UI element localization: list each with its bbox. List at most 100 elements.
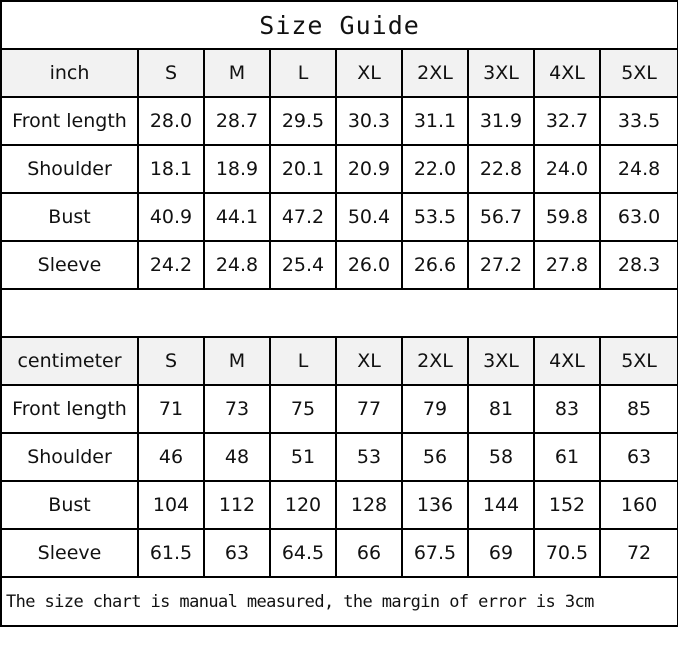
measurement-value: 61: [533, 432, 601, 482]
table-row: Front length 28.0 28.7 29.5 30.3 31.1 31.9 32.7…: [0, 96, 678, 146]
measurement-value: 71: [137, 384, 205, 434]
measurement-value: 81: [467, 384, 535, 434]
measurement-value: 69: [467, 528, 535, 578]
table-row: Bust 104 112 120 128 136 144 152 160: [0, 480, 678, 530]
measurement-label: Shoulder: [0, 144, 139, 194]
measurement-value: 26.6: [401, 240, 469, 290]
measurement-label: Bust: [0, 192, 139, 242]
measurement-value: 64.5: [269, 528, 337, 578]
size-header: M: [203, 336, 271, 386]
measurement-value: 112: [203, 480, 271, 530]
spacer-row: [0, 288, 678, 338]
measurement-value: 85: [598, 384, 678, 434]
measurement-value: 25.4: [269, 240, 337, 290]
measurement-value: 28.3: [598, 240, 678, 290]
measurement-value: 31.9: [467, 96, 535, 146]
measurement-value: 63: [203, 528, 271, 578]
measurement-value: 27.2: [467, 240, 535, 290]
measurement-label: Sleeve: [0, 528, 139, 578]
measurement-value: 22.8: [467, 144, 535, 194]
measurement-value: 22.0: [401, 144, 469, 194]
table-row: Shoulder 18.1 18.9 20.1 20.9 22.0 22.8 24.0 24.8: [0, 144, 678, 194]
measurement-value: 73: [203, 384, 271, 434]
measurement-value: 20.1: [269, 144, 337, 194]
table-row: Sleeve 61.5 63 64.5 66 67.5 69 70.5 72: [0, 528, 678, 578]
size-header: L: [269, 48, 337, 98]
size-guide-table: Size Guide inch S M L XL 2XL 3XL 4XL 5XL Front le…: [0, 0, 678, 627]
size-header: 5XL: [598, 336, 678, 386]
table-row: Sleeve 24.2 24.8 25.4 26.0 26.6 27.2 27.8 28.3: [0, 240, 678, 290]
size-header: 2XL: [401, 336, 469, 386]
size-header: 3XL: [467, 48, 535, 98]
size-header: L: [269, 336, 337, 386]
size-header: S: [137, 48, 205, 98]
measurement-label: Sleeve: [0, 240, 139, 290]
measurement-label: Front length: [0, 384, 139, 434]
measurement-value: 24.2: [137, 240, 205, 290]
measurement-value: 83: [533, 384, 601, 434]
measurement-value: 28.7: [203, 96, 271, 146]
size-header: 4XL: [533, 48, 601, 98]
measurement-value: 53.5: [401, 192, 469, 242]
measurement-value: 27.8: [533, 240, 601, 290]
measurement-value: 32.7: [533, 96, 601, 146]
measurement-value: 44.1: [203, 192, 271, 242]
measurement-value: 24.8: [598, 144, 678, 194]
measurement-value: 144: [467, 480, 535, 530]
measurement-value: 72: [598, 528, 678, 578]
size-header: 3XL: [467, 336, 535, 386]
measurement-value: 58: [467, 432, 535, 482]
measurement-label: Front length: [0, 96, 139, 146]
measurement-value: 128: [335, 480, 403, 530]
measurement-value: 104: [137, 480, 205, 530]
measurement-value: 56.7: [467, 192, 535, 242]
measurement-value: 136: [401, 480, 469, 530]
measurement-value: 28.0: [137, 96, 205, 146]
size-header: M: [203, 48, 271, 98]
size-header: 5XL: [598, 48, 678, 98]
measurement-value: 77: [335, 384, 403, 434]
measurement-value: 50.4: [335, 192, 403, 242]
measurement-value: 120: [269, 480, 337, 530]
footer-note: The size chart is manual measured, the m…: [0, 576, 678, 627]
measurement-value: 160: [598, 480, 678, 530]
measurement-label: Bust: [0, 480, 139, 530]
size-header: XL: [335, 48, 403, 98]
measurement-value: 70.5: [533, 528, 601, 578]
centimeter-header-row: centimeter S M L XL 2XL 3XL 4XL 5XL: [0, 336, 678, 386]
inch-header-row: inch S M L XL 2XL 3XL 4XL 5XL: [0, 48, 678, 98]
measurement-value: 79: [401, 384, 469, 434]
measurement-value: 61.5: [137, 528, 205, 578]
table-row: Front length 71 73 75 77 79 81 83 85: [0, 384, 678, 434]
size-header: S: [137, 336, 205, 386]
measurement-value: 29.5: [269, 96, 337, 146]
measurement-value: 47.2: [269, 192, 337, 242]
unit-label: centimeter: [0, 336, 139, 386]
measurement-value: 53: [335, 432, 403, 482]
measurement-value: 30.3: [335, 96, 403, 146]
measurement-value: 20.9: [335, 144, 403, 194]
measurement-value: 67.5: [401, 528, 469, 578]
unit-label: inch: [0, 48, 139, 98]
measurement-value: 59.8: [533, 192, 601, 242]
size-header: 2XL: [401, 48, 469, 98]
measurement-value: 63.0: [598, 192, 678, 242]
measurement-value: 152: [533, 480, 601, 530]
table-row: Bust 40.9 44.1 47.2 50.4 53.5 56.7 59.8 63.0: [0, 192, 678, 242]
measurement-value: 24.8: [203, 240, 271, 290]
measurement-value: 75: [269, 384, 337, 434]
size-header: 4XL: [533, 336, 601, 386]
measurement-value: 33.5: [598, 96, 678, 146]
measurement-value: 66: [335, 528, 403, 578]
page-title: Size Guide: [0, 0, 678, 50]
measurement-value: 26.0: [335, 240, 403, 290]
measurement-value: 24.0: [533, 144, 601, 194]
measurement-value: 18.1: [137, 144, 205, 194]
measurement-value: 56: [401, 432, 469, 482]
measurement-value: 51: [269, 432, 337, 482]
measurement-value: 63: [598, 432, 678, 482]
measurement-value: 18.9: [203, 144, 271, 194]
size-header: XL: [335, 336, 403, 386]
measurement-value: 46: [137, 432, 205, 482]
measurement-value: 48: [203, 432, 271, 482]
